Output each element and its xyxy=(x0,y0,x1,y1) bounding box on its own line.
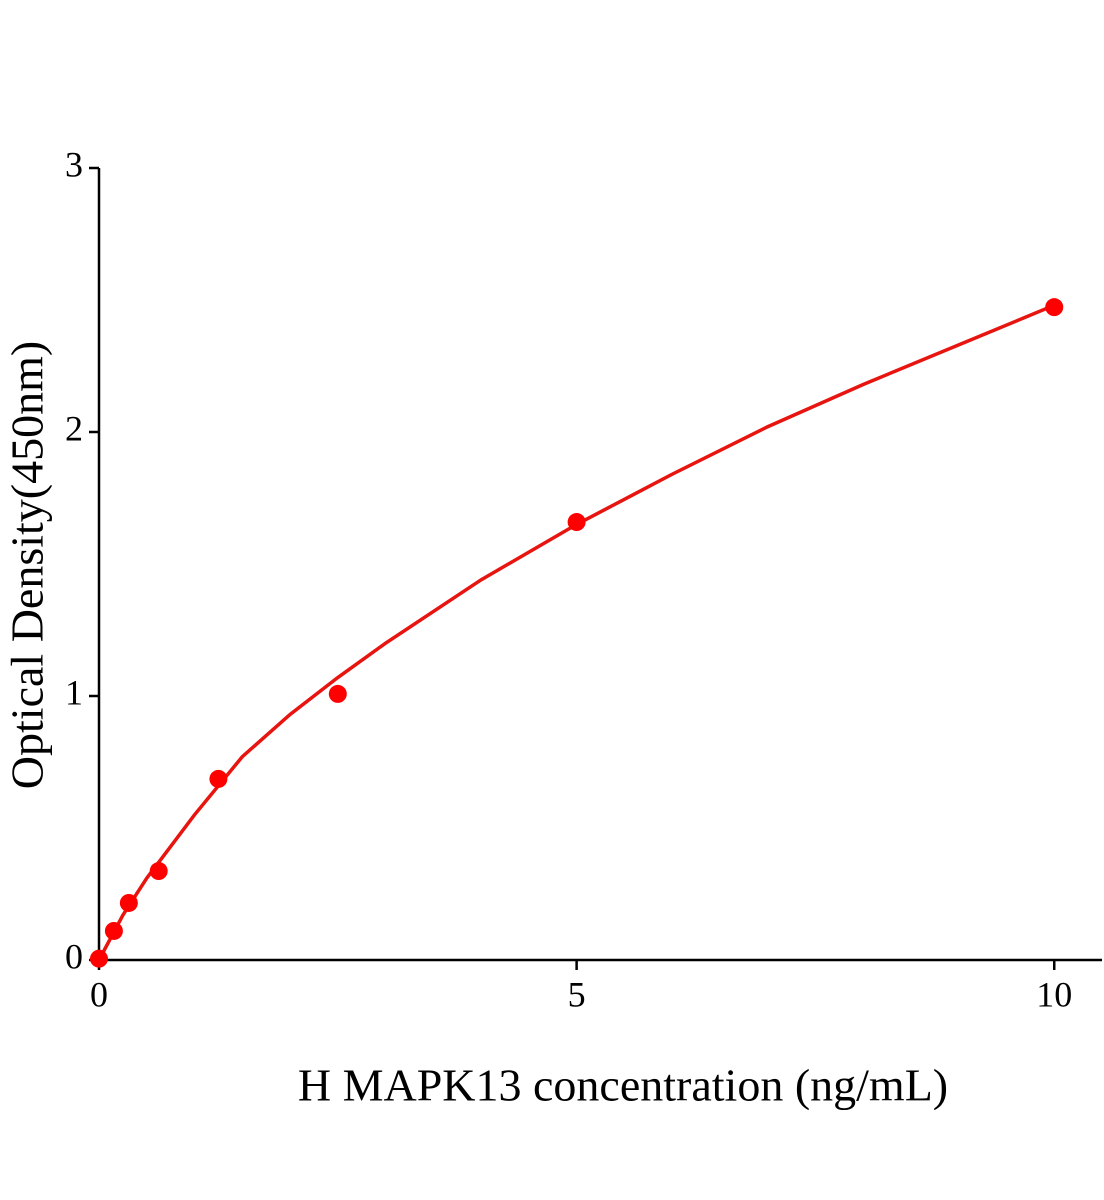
data-point xyxy=(328,684,347,703)
data-point xyxy=(209,769,228,788)
data-point xyxy=(119,893,138,912)
x-axis-label: H MAPK13 concentration (ng/mL) xyxy=(298,1060,948,1111)
data-point xyxy=(567,513,586,532)
y-tick-label: 3 xyxy=(65,144,83,184)
fit-curve xyxy=(97,303,1055,961)
data-point xyxy=(149,862,168,881)
y-tick-label: 1 xyxy=(65,672,83,712)
y-axis-label: Optical Density(450nm) xyxy=(2,341,53,789)
x-tick-label: 5 xyxy=(568,974,586,1014)
data-point xyxy=(90,949,108,968)
x-tick-label: 10 xyxy=(1036,974,1072,1014)
data-point xyxy=(104,921,123,940)
data-point xyxy=(1045,298,1064,317)
y-tick-label: 2 xyxy=(65,408,83,448)
x-tick-label: 0 xyxy=(90,974,108,1014)
y-tick-label: 0 xyxy=(65,936,83,976)
